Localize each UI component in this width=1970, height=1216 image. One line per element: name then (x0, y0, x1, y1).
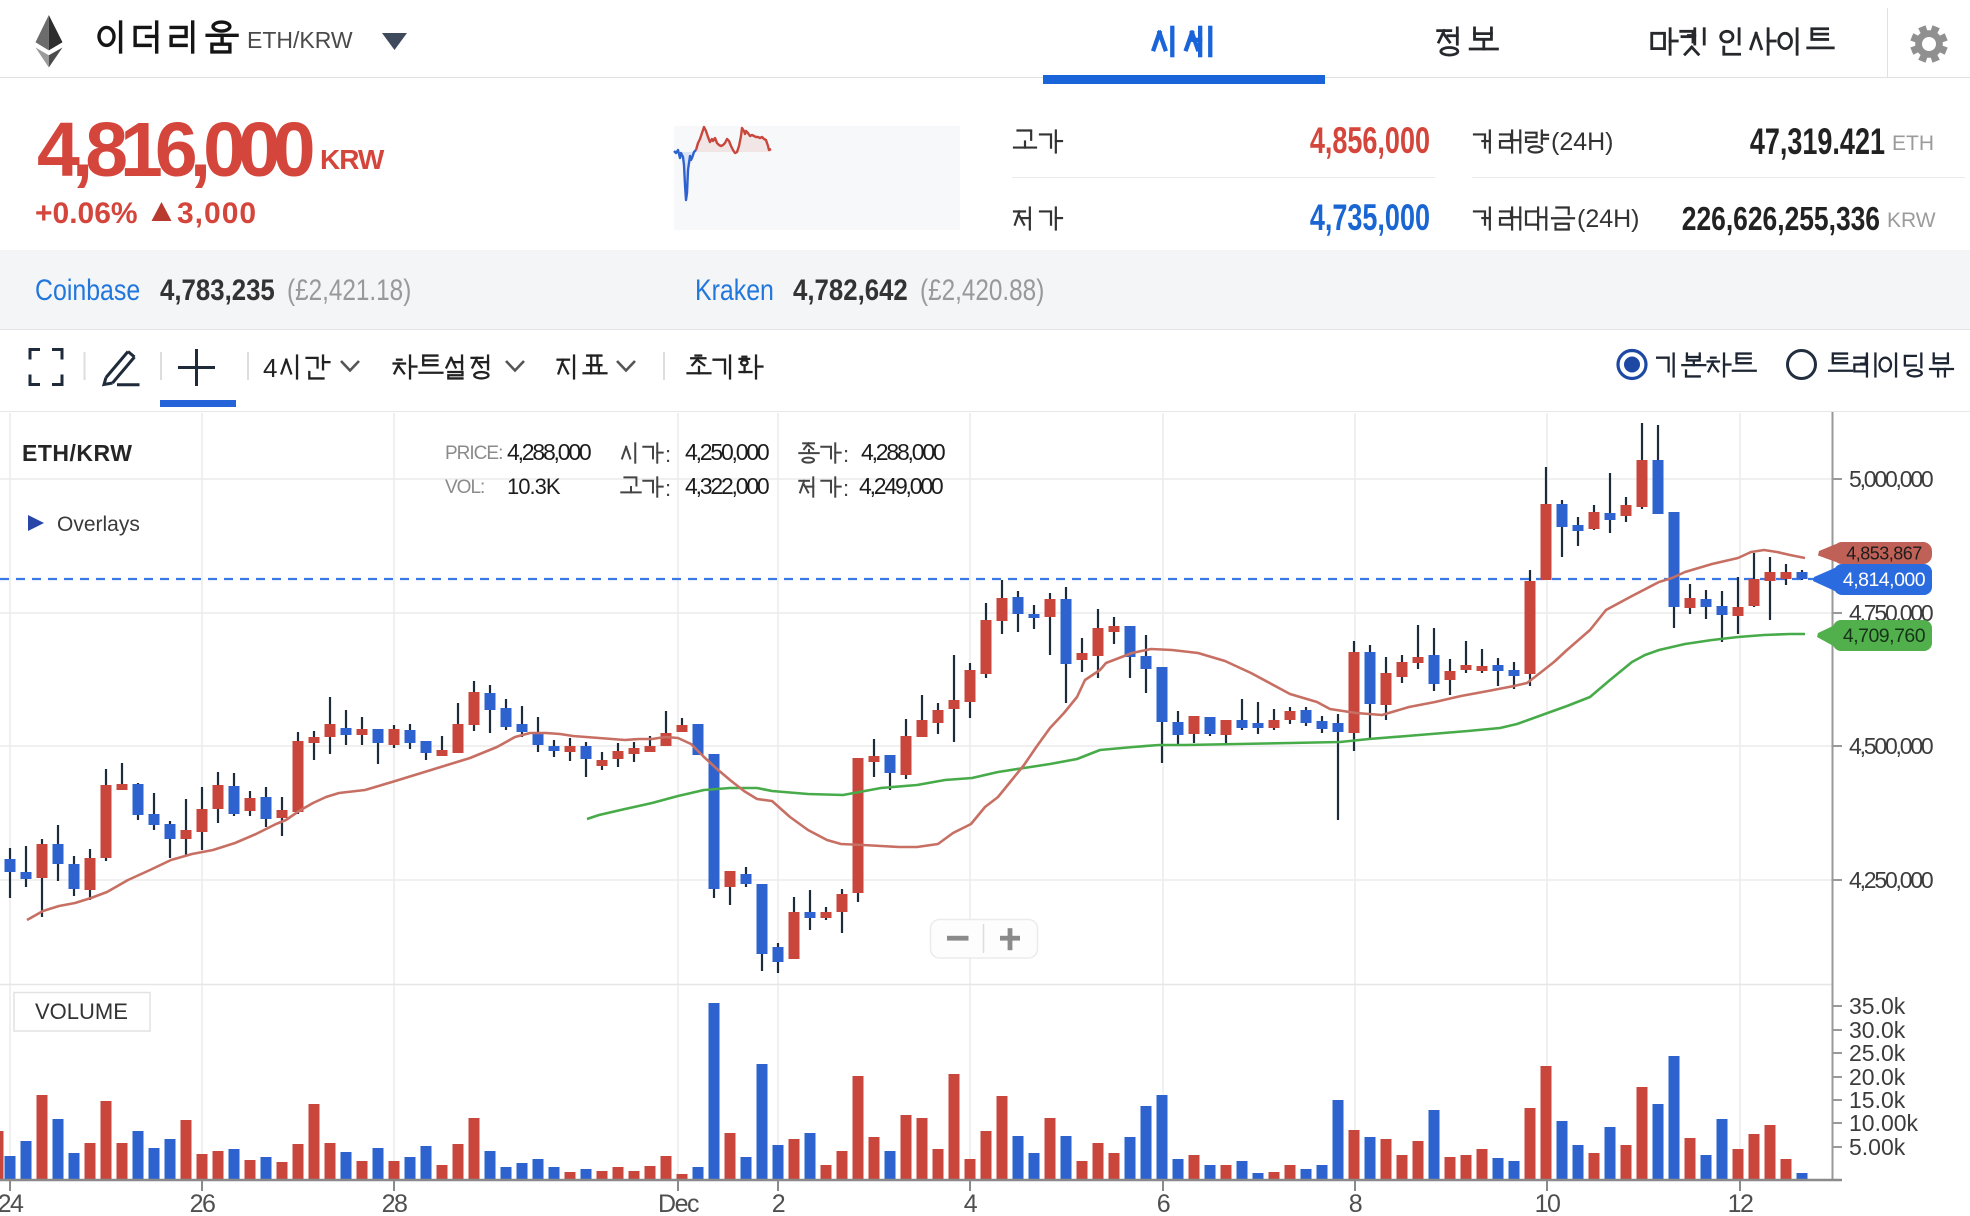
svg-text:4: 4 (964, 1190, 978, 1216)
svg-text:24: 24 (0, 1190, 24, 1216)
svg-text:5,000,000: 5,000,000 (1849, 466, 1933, 492)
svg-text:4,288,000: 4,288,000 (507, 439, 591, 465)
svg-text:PRICE:: PRICE: (445, 443, 502, 464)
svg-text:15.0k: 15.0k (1849, 1087, 1906, 1113)
svg-text:12: 12 (1728, 1190, 1753, 1216)
svg-text:2: 2 (772, 1190, 785, 1216)
svg-text:25.0k: 25.0k (1849, 1040, 1906, 1066)
svg-text:6: 6 (1157, 1190, 1170, 1216)
svg-text:4,500,000: 4,500,000 (1849, 733, 1933, 759)
svg-text:4,322,000: 4,322,000 (685, 473, 769, 499)
svg-text:VOLUME: VOLUME (35, 999, 128, 1024)
svg-text:28: 28 (382, 1190, 407, 1216)
svg-text:4,709,760: 4,709,760 (1843, 625, 1926, 647)
svg-text:4,814,000: 4,814,000 (1843, 569, 1926, 591)
svg-text:10.00k: 10.00k (1849, 1110, 1919, 1136)
svg-text:Overlays: Overlays (57, 513, 140, 536)
svg-text:26: 26 (190, 1190, 215, 1216)
svg-text:10: 10 (1535, 1190, 1560, 1216)
svg-text:20.0k: 20.0k (1849, 1064, 1906, 1090)
svg-text:VOL:: VOL: (445, 477, 484, 498)
svg-text:8: 8 (1349, 1190, 1362, 1216)
svg-text:Dec: Dec (658, 1190, 699, 1216)
svg-text:5.00k: 5.00k (1849, 1134, 1906, 1160)
svg-text:4,853,867: 4,853,867 (1846, 544, 1922, 564)
svg-text:4,250,000: 4,250,000 (685, 439, 769, 465)
svg-text:4,288,000: 4,288,000 (861, 439, 945, 465)
svg-text:4,249,000: 4,249,000 (859, 473, 943, 499)
svg-text:30.0k: 30.0k (1849, 1017, 1906, 1043)
svg-text:35.0k: 35.0k (1849, 993, 1906, 1019)
svg-text:ETH/KRW: ETH/KRW (22, 440, 132, 466)
svg-text:4,250,000: 4,250,000 (1849, 867, 1933, 893)
svg-text:10.3K: 10.3K (507, 474, 561, 499)
